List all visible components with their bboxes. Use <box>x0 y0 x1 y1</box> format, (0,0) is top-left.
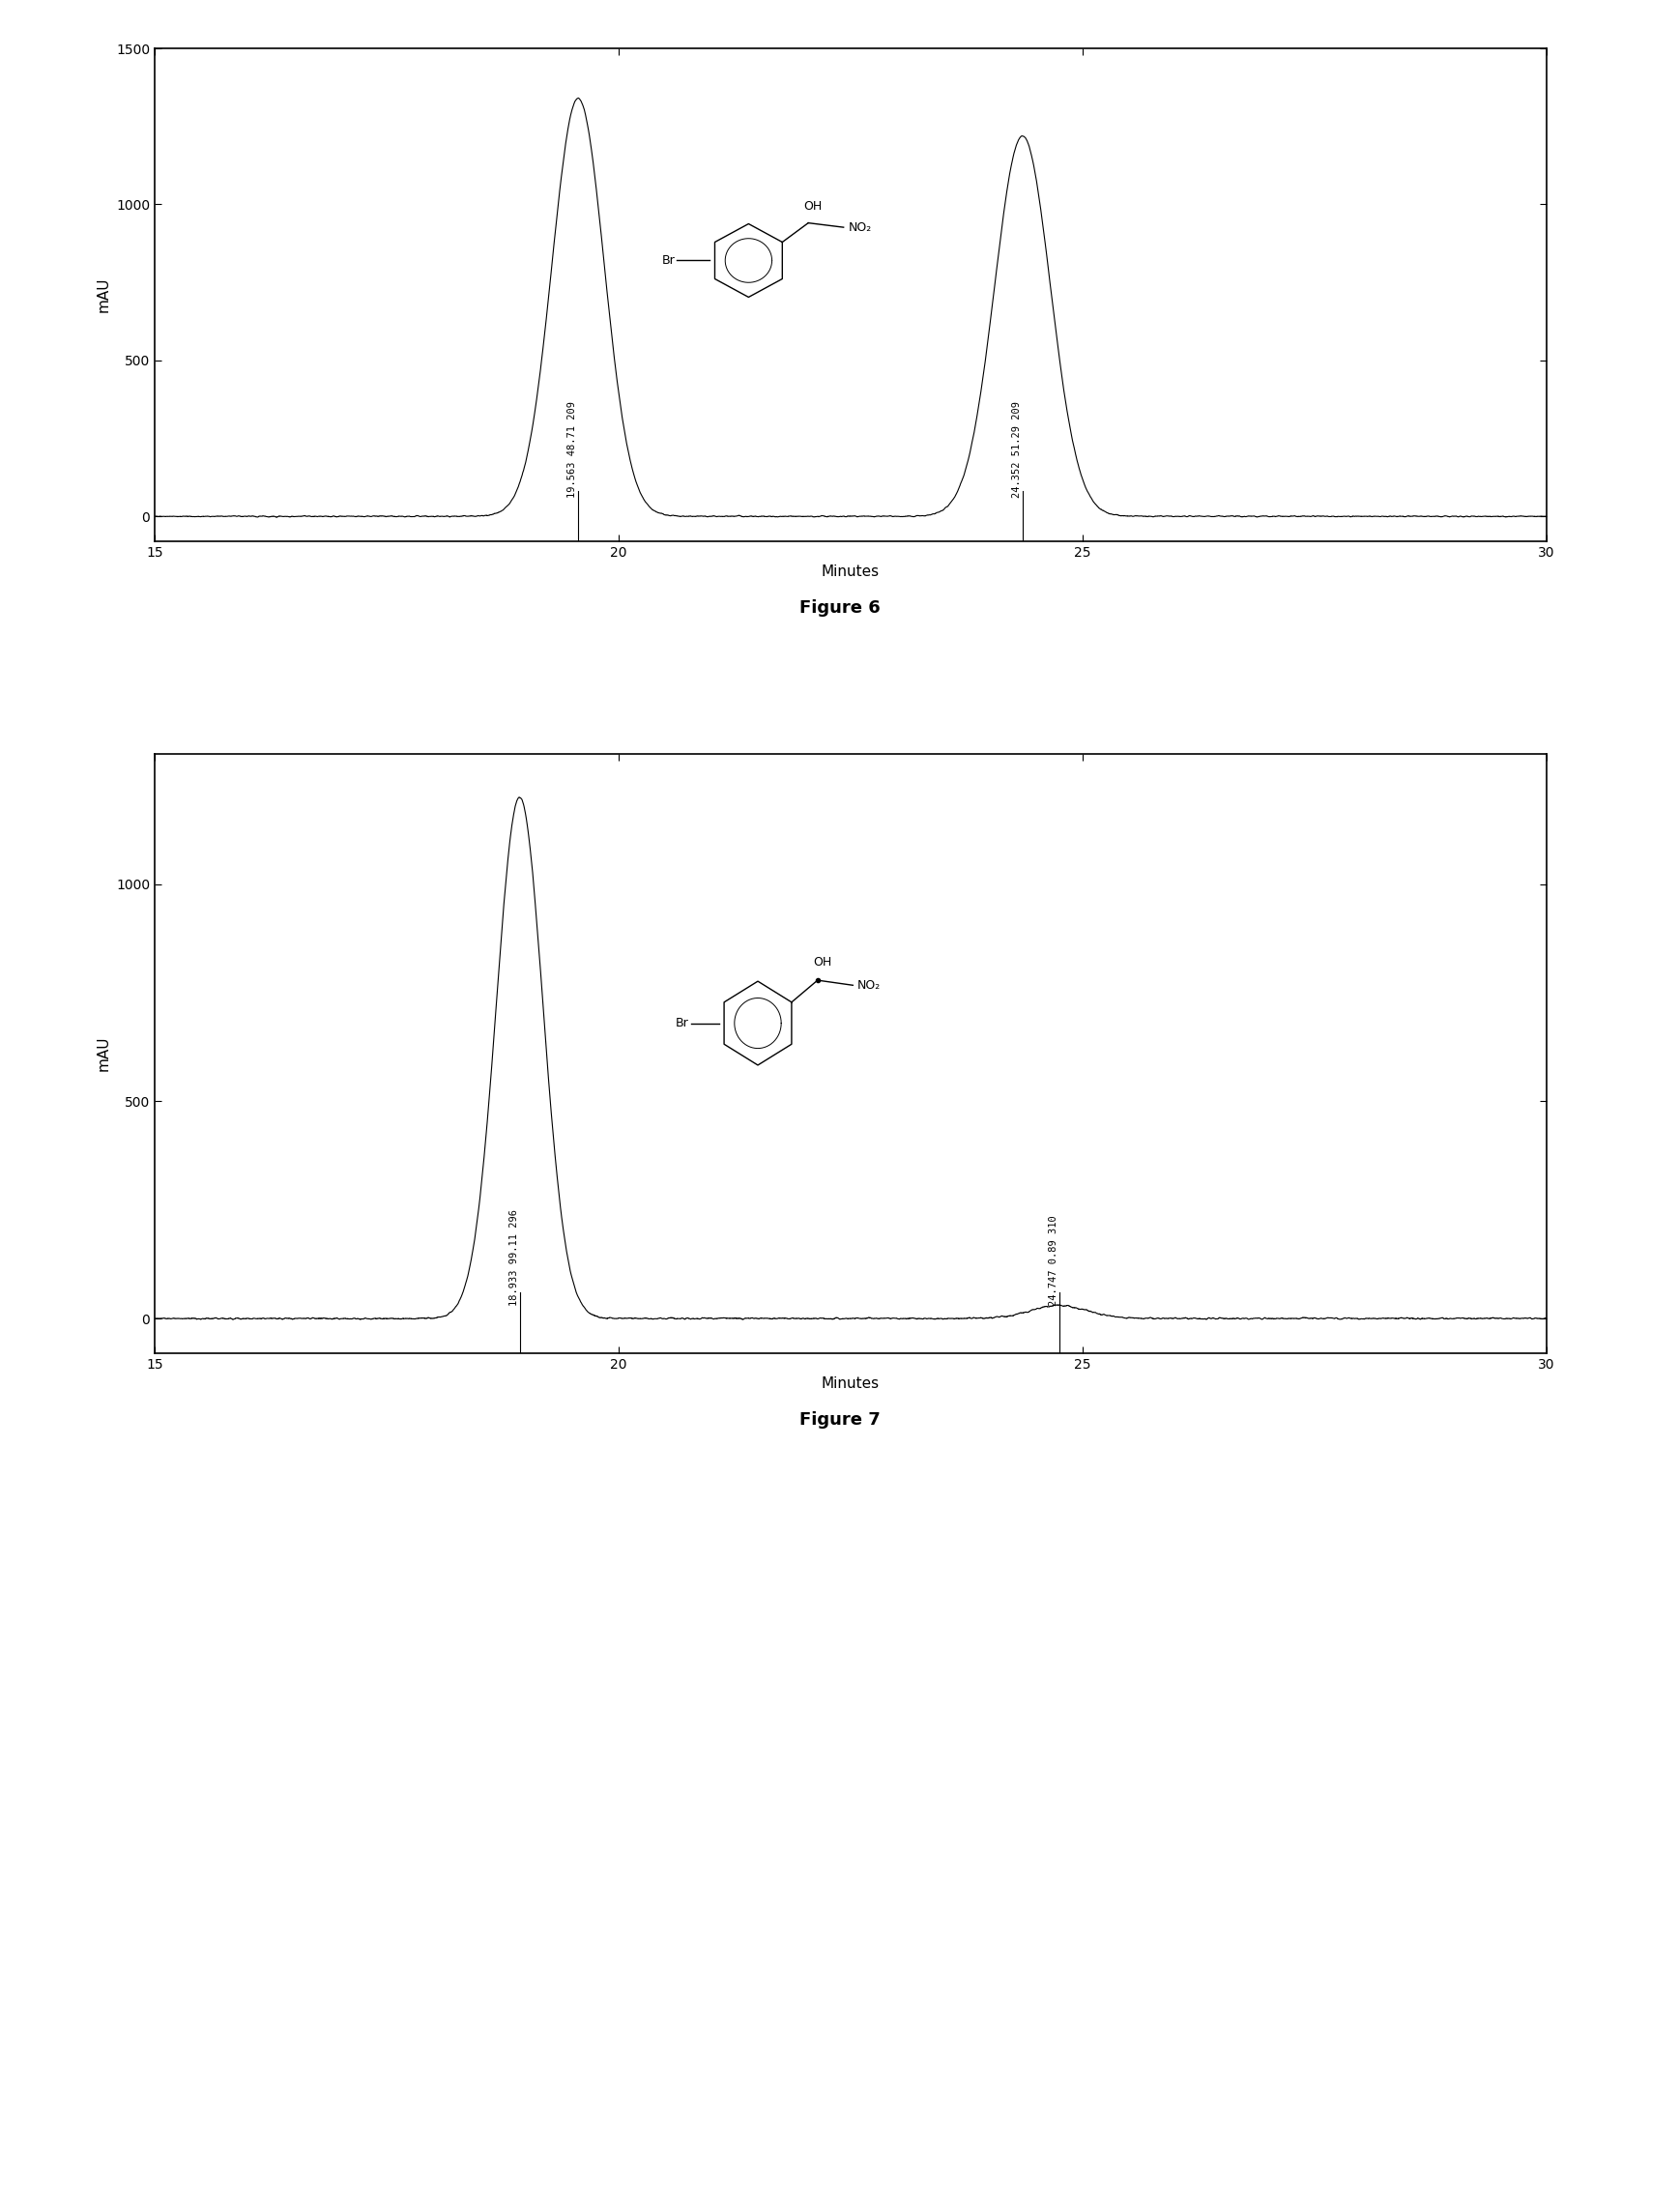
Text: Br: Br <box>662 255 675 266</box>
Text: 19.563 48.71 209: 19.563 48.71 209 <box>568 400 578 497</box>
Text: Figure 7: Figure 7 <box>800 1412 880 1429</box>
Text: NO₂: NO₂ <box>848 222 872 233</box>
Text: Br: Br <box>675 1016 689 1029</box>
Text: 18.933 99.11 296: 18.933 99.11 296 <box>509 1209 519 1306</box>
Text: Figure 6: Figure 6 <box>800 600 880 616</box>
X-axis label: Minutes: Minutes <box>822 1377 880 1392</box>
Text: 24.747 0.89 310: 24.747 0.89 310 <box>1048 1214 1058 1306</box>
Text: NO₂: NO₂ <box>857 979 880 992</box>
Text: OH: OH <box>813 957 832 968</box>
Y-axis label: mAU: mAU <box>96 277 111 312</box>
Y-axis label: mAU: mAU <box>96 1036 111 1071</box>
X-axis label: Minutes: Minutes <box>822 565 880 578</box>
Text: 24.352 51.29 209: 24.352 51.29 209 <box>1011 400 1021 497</box>
Text: OH: OH <box>803 200 822 213</box>
